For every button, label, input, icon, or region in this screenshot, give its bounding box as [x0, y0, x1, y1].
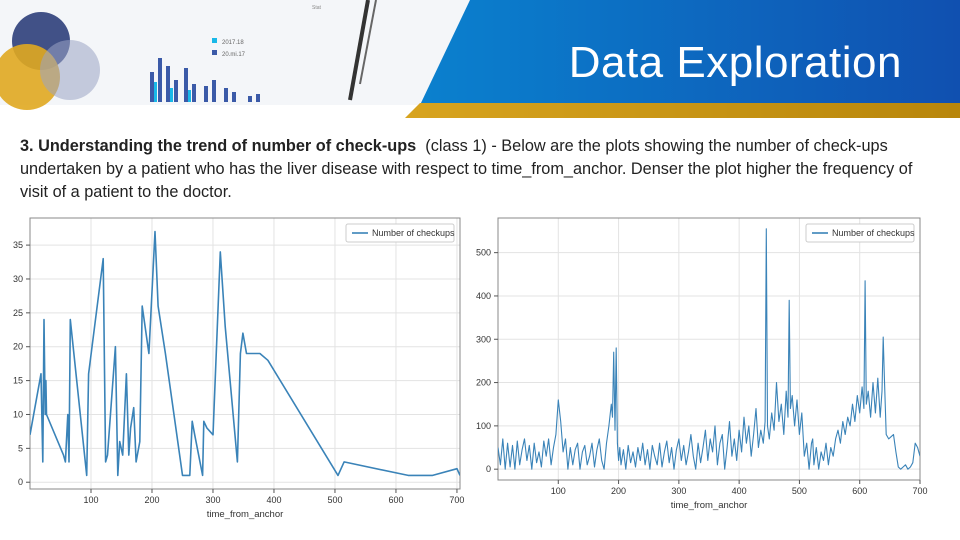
y-tick-label: 15	[13, 376, 23, 386]
series-line-number-of-checkups	[498, 228, 920, 470]
y-tick-label: 0	[18, 477, 23, 487]
plot-frame	[29, 217, 461, 490]
x-tick-label: 500	[792, 486, 807, 496]
y-tick-label: 400	[476, 291, 491, 301]
x-tick-label: 100	[551, 486, 566, 496]
description-class: (class 1)	[425, 137, 487, 155]
x-tick-label: 100	[83, 495, 98, 505]
chart-left-svg: 100 200 300 400 500 600 700 0 5 10 15 20 25 30 35 time_…	[13, 217, 464, 520]
y-tick-label: 20	[13, 342, 23, 352]
header-gold-stripe	[405, 103, 960, 118]
deco-circle-grey	[40, 40, 100, 100]
y-tick-label: 30	[13, 274, 23, 284]
y-tick-label: 35	[13, 240, 23, 250]
slide-description: 3. Understanding the trend of number of …	[20, 135, 940, 204]
y-tick-label: 5	[18, 443, 23, 453]
plot-frame	[497, 217, 921, 481]
deco-bar-graphic: 2017.18 20.mi.17 Stat	[150, 0, 377, 102]
description-heading: 3. Understanding the trend of number of …	[20, 137, 417, 155]
header-blue-band	[420, 0, 960, 105]
legend-box	[345, 223, 455, 243]
x-tick-label: 700	[449, 495, 464, 505]
x-tick-label: 200	[611, 486, 626, 496]
y-tick-label: 500	[476, 248, 491, 258]
y-tick-label: 300	[476, 334, 491, 344]
deco-label-2: 20.mi.17	[222, 52, 246, 58]
x-axis-label: time_from_anchor	[671, 500, 748, 511]
y-tick-label: 0	[486, 464, 491, 474]
description-body: - Below are the plots showing the number…	[20, 137, 913, 201]
x-tick-label: 300	[671, 486, 686, 496]
y-tick-label: 200	[476, 378, 491, 388]
checkups-chart-left: 100 200 300 400 500 600 700 0 5 10 15 20 25 30 35 time_…	[8, 212, 468, 524]
deco-corner-label: Stat	[312, 5, 322, 11]
slide-title: Data Exploration	[568, 38, 902, 87]
x-tick-label: 500	[327, 495, 342, 505]
legend-label: Number of checkups	[372, 228, 455, 238]
y-tick-label: 100	[476, 421, 491, 431]
x-tick-label: 600	[388, 495, 403, 505]
deco-label-1: 2017.18	[222, 40, 244, 46]
x-tick-label: 400	[732, 486, 747, 496]
series-line-number-of-checkups	[30, 230, 460, 477]
legend-label: Number of checkups	[832, 228, 915, 238]
x-axis-label: time_from_anchor	[207, 509, 284, 520]
x-tick-label: 200	[144, 495, 159, 505]
x-tick-label: 700	[912, 486, 927, 496]
y-tick-label: 25	[13, 308, 23, 318]
x-tick-label: 600	[852, 486, 867, 496]
legend-box	[805, 223, 915, 243]
y-tick-label: 10	[13, 409, 23, 419]
x-tick-label: 300	[205, 495, 220, 505]
chart-right-svg: 100 200 300 400 500 600 700 0 100 200 300 400 500 tim…	[476, 217, 928, 511]
x-tick-label: 400	[266, 495, 281, 505]
slide-header: 2017.18 20.mi.17 Stat Data Exploration	[0, 0, 960, 118]
checkups-chart-right: 100 200 300 400 500 600 700 0 100 200 300 400 500 tim…	[476, 214, 928, 518]
